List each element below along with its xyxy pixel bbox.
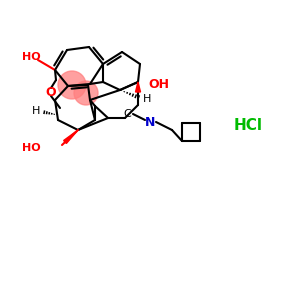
Text: O: O [46,85,56,98]
Text: OH: OH [148,79,169,92]
Text: N: N [145,116,155,128]
Text: HO: HO [22,143,40,153]
Text: H: H [143,94,152,104]
Circle shape [58,71,86,99]
Text: HO: HO [22,52,40,62]
Text: HCl: HCl [233,118,262,133]
Polygon shape [136,82,140,92]
Text: C: C [123,109,131,119]
Text: H: H [32,106,40,116]
Circle shape [74,81,98,105]
Polygon shape [64,130,78,143]
